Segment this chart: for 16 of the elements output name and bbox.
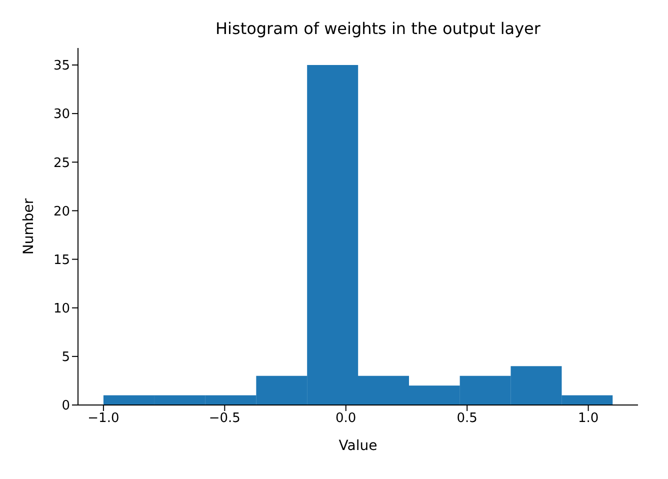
- y-tick-label: 10: [53, 301, 70, 316]
- x-tick-label: −0.5: [208, 411, 240, 426]
- chart-title: Histogram of weights in the output layer: [216, 19, 541, 38]
- x-axis-title: Value: [338, 438, 378, 454]
- y-tick-label: 15: [53, 252, 70, 268]
- y-tick-label: 20: [53, 204, 70, 220]
- x-tick-label: 1.0: [578, 411, 599, 426]
- y-tick-label: 25: [53, 156, 70, 171]
- x-tick-label: 0.5: [456, 411, 478, 426]
- y-tick-label: 35: [53, 58, 70, 74]
- x-tick-label: 0.0: [336, 411, 356, 426]
- y-tick-label: 0: [62, 398, 70, 414]
- x-tick-label: −1.0: [88, 411, 120, 426]
- y-tick-label: 5: [62, 350, 70, 366]
- y-tick-label: 30: [53, 107, 70, 122]
- y-axis-title: Number: [20, 198, 37, 255]
